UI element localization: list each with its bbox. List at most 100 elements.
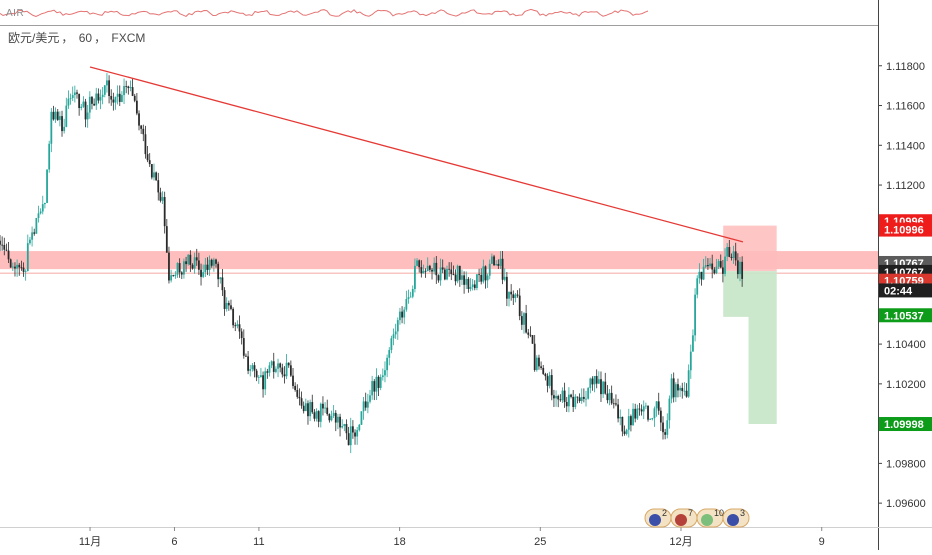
candle: [615, 403, 617, 405]
candle: [741, 261, 744, 279]
candle: [582, 396, 585, 399]
candle: [414, 265, 416, 289]
candle: [180, 272, 183, 275]
candle: [411, 288, 414, 297]
candle: [399, 311, 401, 321]
candle: [54, 111, 57, 120]
candle: [332, 412, 335, 417]
candle: [20, 267, 23, 269]
candle: [191, 264, 194, 269]
candle: [349, 426, 352, 446]
candle: [309, 402, 312, 417]
price-tick-label: 1.11200: [886, 180, 925, 192]
candle: [116, 93, 119, 97]
candle: [65, 105, 68, 127]
candle: [546, 376, 549, 386]
candle: [217, 263, 220, 280]
candle: [11, 266, 14, 268]
symbol-name[interactable]: 欧元/美元: [8, 31, 60, 45]
candle: [390, 338, 393, 350]
candle: [632, 408, 634, 426]
candle: [300, 398, 303, 406]
candle: [161, 197, 164, 201]
candle: [292, 375, 294, 386]
price-tick-label: 1.09800: [886, 458, 926, 470]
interval-label[interactable]: 60: [78, 31, 93, 45]
candle: [458, 265, 461, 280]
candle: [450, 269, 453, 275]
candle: [709, 263, 711, 267]
candle: [508, 291, 510, 299]
candle: [101, 94, 104, 98]
candle: [230, 305, 232, 309]
time-axis[interactable]: 11月 6 11 18 25 12月 9: [79, 527, 825, 548]
candle: [223, 290, 226, 309]
candle: [200, 269, 202, 277]
candle: [638, 408, 641, 410]
price-tick-label: 1.11400: [886, 140, 925, 152]
candle: [617, 404, 619, 419]
candle: [163, 197, 166, 227]
candle: [174, 274, 177, 277]
price-labels-layer: 1.109961.109961.107671.107671.1075902:44…: [879, 214, 932, 432]
candle: [732, 251, 735, 258]
time-tick-label: 12月: [669, 536, 692, 548]
candle: [730, 256, 733, 258]
candle: [604, 381, 607, 394]
take-profit-zone: [723, 271, 777, 425]
candle: [345, 424, 348, 434]
candle: [198, 260, 200, 270]
event-bar-icon: [701, 514, 713, 526]
candle: [454, 274, 457, 282]
candle: [375, 376, 378, 392]
candle: [409, 296, 412, 298]
candle: [696, 278, 699, 295]
candle: [121, 95, 123, 102]
candle: [326, 407, 329, 415]
candle: [600, 379, 602, 395]
candle: [593, 375, 596, 385]
candle: [33, 232, 36, 234]
chart-header[interactable]: 欧元/美元， 60， FXCM: [8, 29, 147, 46]
zones-layer: [0, 225, 878, 425]
time-tick-label: 25: [534, 536, 546, 548]
candle: [717, 261, 720, 267]
candle: [257, 376, 260, 378]
candle: [7, 250, 10, 260]
candle: [44, 202, 46, 205]
candle: [388, 349, 391, 358]
candle: [602, 381, 605, 395]
candle: [298, 396, 301, 399]
candle: [157, 180, 160, 193]
candle: [422, 270, 425, 274]
candle: [146, 154, 149, 161]
candle: [31, 232, 33, 240]
price-label-text: 1.10537: [884, 310, 924, 322]
candle: [63, 126, 66, 132]
candle: [728, 247, 731, 257]
candle: [525, 313, 528, 333]
candle: [50, 111, 53, 144]
candle: [313, 412, 316, 419]
candle: [268, 365, 271, 373]
candle: [285, 362, 288, 377]
candle: [262, 375, 264, 390]
candle: [123, 86, 125, 96]
candle: [621, 416, 624, 432]
candle: [557, 395, 560, 400]
candle: [529, 334, 532, 336]
candle: [221, 277, 224, 291]
candle: [112, 99, 115, 103]
candle: [707, 265, 709, 267]
events-strip[interactable]: 2 7 10 3: [644, 508, 750, 528]
event-item: 10: [696, 508, 724, 528]
header-separator: ，: [94, 31, 107, 45]
candle: [548, 375, 551, 386]
price-axis[interactable]: 1.11800 1.11600 1.11400 1.11200 1.10400 1.102…: [878, 61, 926, 510]
candle: [657, 401, 660, 411]
candle: [270, 361, 273, 366]
candle: [61, 116, 63, 132]
stop-loss-zone: [723, 225, 777, 272]
